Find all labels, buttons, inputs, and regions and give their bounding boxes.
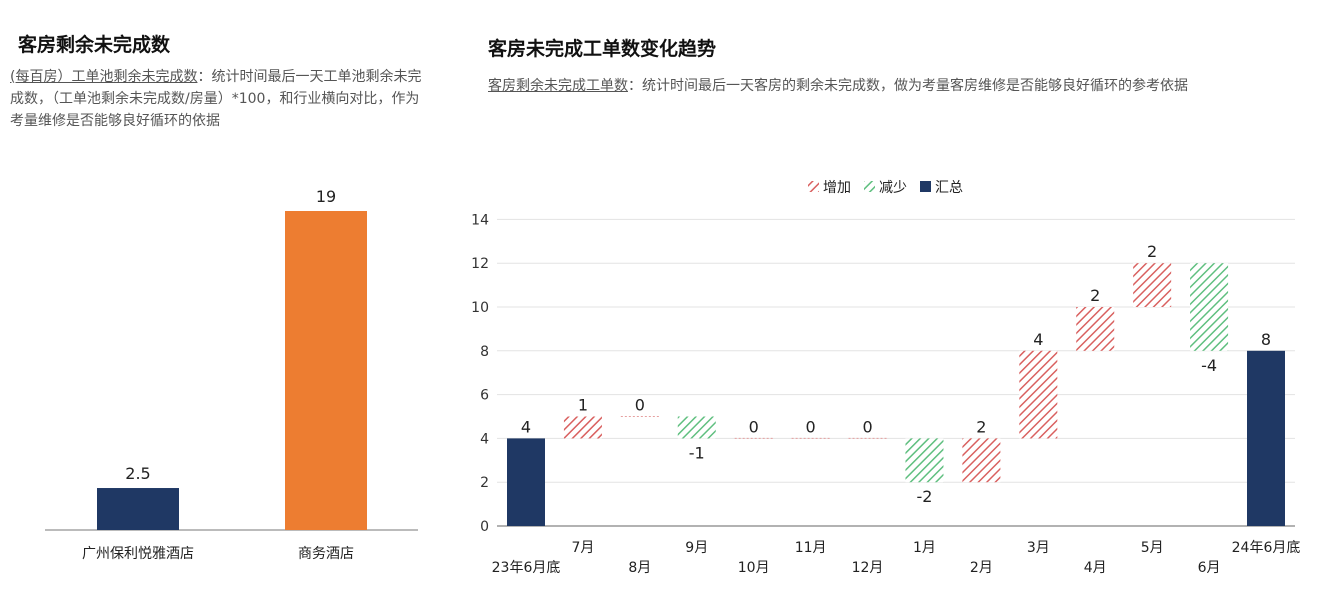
waterfall-value-label: 0 (635, 396, 645, 415)
left-bar-value-label: 2.5 (125, 464, 150, 483)
right-y-tick-label: 8 (480, 344, 489, 360)
right-waterfall-chart: 0 2 4 6 8 10 12 14 增加 减少 汇总 4 23年6月底 1 7月 0 8月 -1 9月 0 10月 0 1… (471, 180, 1300, 576)
left-category-label: 广州保利悦雅酒店 (82, 546, 194, 562)
waterfall-value-label: 2 (1090, 286, 1100, 305)
right-category-label: 11月 (795, 540, 827, 556)
waterfall-increase-bar (1133, 263, 1172, 307)
right-desc-term: 客房剩余未完成工单数 (488, 78, 628, 94)
right-y-tick-label: 2 (480, 475, 489, 491)
right-category-label: 3月 (1027, 540, 1050, 556)
waterfall-decrease-bar (1190, 263, 1229, 351)
waterfall-value-label: 2 (976, 417, 986, 436)
left-bar-chart: 2.5 广州保利悦雅酒店 19 商务酒店 (45, 187, 418, 562)
legend-label: 减少 (879, 180, 907, 196)
right-category-label: 24年6月底 (1232, 540, 1301, 556)
left-bar-value-label: 19 (316, 187, 336, 206)
waterfall-decrease-bar (677, 416, 716, 439)
legend-label: 增加 (823, 180, 851, 196)
right-category-label: 2月 (970, 560, 993, 576)
waterfall-value-label: 8 (1261, 330, 1271, 349)
waterfall-value-label: 2 (1147, 242, 1157, 261)
waterfall-value-label: 0 (749, 417, 759, 436)
legend-swatch (864, 181, 875, 192)
waterfall-value-label: 0 (806, 417, 816, 436)
waterfall-decrease-bar (905, 438, 944, 483)
waterfall-increase-bar (1076, 307, 1115, 351)
waterfall-value-label: 4 (521, 417, 531, 436)
waterfall-value-label: 4 (1033, 330, 1043, 349)
left-category-label: 商务酒店 (298, 546, 354, 562)
right-y-tick-label: 4 (480, 431, 489, 447)
right-chart-description: 客房剩余未完成工单数：统计时间最后一天客房的剩余未完成数，做为考量客房维修是否能… (488, 75, 1308, 97)
legend-swatch (920, 181, 931, 192)
left-desc-term: (每百房）工单池剩余未完成数 (10, 69, 198, 85)
waterfall-value-label: -1 (689, 443, 705, 462)
waterfall-total-bar (1247, 350, 1285, 526)
waterfall-increase-bar (563, 416, 602, 439)
right-category-label: 8月 (628, 560, 651, 576)
waterfall-total-bar (507, 438, 545, 526)
left-bar (97, 488, 179, 530)
legend-swatch (808, 181, 819, 192)
right-y-tick-label: 0 (480, 519, 489, 535)
waterfall-value-label: -2 (916, 487, 932, 506)
right-category-label: 9月 (685, 540, 708, 556)
waterfall-value-label: 1 (578, 396, 588, 415)
waterfall-value-label: 0 (862, 417, 872, 436)
right-chart-title: 客房未完成工单数变化趋势 (488, 38, 717, 60)
right-category-label: 4月 (1084, 560, 1107, 576)
left-chart-description: (每百房）工单池剩余未完成数：统计时间最后一天工单池剩余未完成数，（工单池剩余未… (10, 66, 430, 132)
right-category-label: 7月 (571, 540, 594, 556)
waterfall-increase-bar (962, 438, 1001, 483)
right-desc-text: ：统计时间最后一天客房的剩余未完成数，做为考量客房维修是否能够良好循环的参考依据 (628, 78, 1188, 94)
left-bar (285, 211, 367, 530)
right-category-label: 12月 (852, 560, 884, 576)
right-y-tick-label: 12 (471, 256, 489, 272)
right-y-tick-label: 14 (471, 212, 489, 228)
right-category-label: 5月 (1141, 540, 1164, 556)
right-y-tick-label: 6 (480, 388, 489, 404)
right-category-label: 23年6月底 (492, 560, 561, 576)
left-chart-title: 客房剩余未完成数 (18, 34, 171, 56)
legend-label: 汇总 (935, 180, 963, 196)
waterfall-increase-bar (1019, 350, 1058, 439)
right-category-label: 1月 (913, 540, 936, 556)
waterfall-value-label: -4 (1201, 356, 1217, 375)
right-category-label: 10月 (738, 560, 770, 576)
left-desc-text: ：统计时间最后一天工单池剩余未完成数，（工单池剩余未完成数/房量）*100，和行… (10, 69, 422, 129)
right-category-label: 6月 (1198, 560, 1221, 576)
right-y-tick-label: 10 (471, 300, 489, 316)
